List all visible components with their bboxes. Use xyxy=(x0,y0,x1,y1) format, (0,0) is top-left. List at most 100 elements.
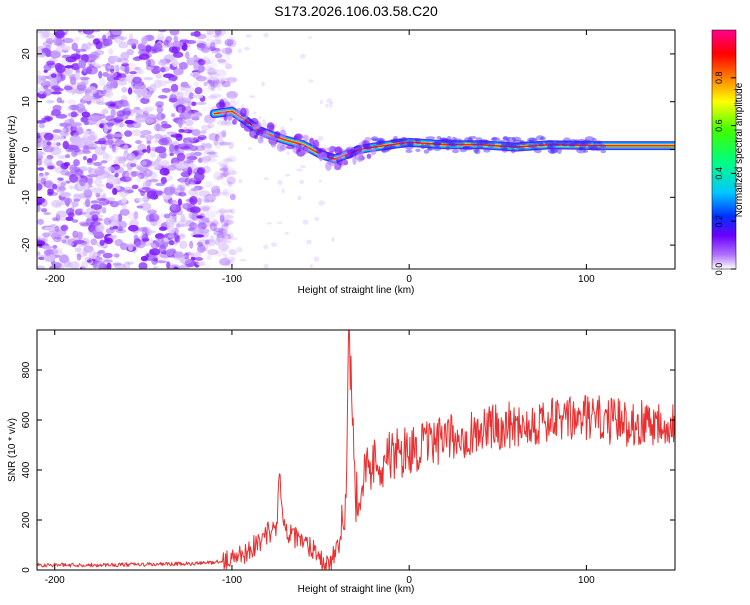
noise-speck xyxy=(143,77,154,81)
noise-speck xyxy=(178,61,188,70)
track-envelope xyxy=(526,139,535,144)
track-blob xyxy=(285,144,295,150)
noise-speck xyxy=(149,248,161,256)
noise-speck xyxy=(203,263,211,269)
noise-speck xyxy=(88,250,98,260)
track-envelope xyxy=(535,135,544,141)
noise-speck xyxy=(158,94,168,99)
noise-speck xyxy=(37,151,46,157)
track-envelope xyxy=(584,136,595,142)
spectrogram-xlabel: Height of straight line (km) xyxy=(298,285,415,296)
noise-speck xyxy=(67,144,79,151)
track-blob xyxy=(244,117,252,125)
noise-speck xyxy=(197,64,205,73)
noise-speck xyxy=(86,160,95,165)
noise-speck xyxy=(37,201,43,206)
track-envelope xyxy=(370,136,379,141)
noise-speck xyxy=(121,197,128,204)
noise-speck xyxy=(286,151,290,156)
noise-speck xyxy=(220,227,225,236)
noise-speck xyxy=(107,166,115,172)
noise-speck xyxy=(103,259,113,263)
noise-speck xyxy=(177,106,183,115)
noise-speck xyxy=(116,110,126,117)
noise-speck xyxy=(37,167,45,171)
noise-speck xyxy=(210,82,216,92)
noise-speck xyxy=(76,84,87,91)
noise-speck xyxy=(266,222,273,225)
track-blob xyxy=(335,157,344,166)
track-envelope xyxy=(372,138,377,142)
noise-speck xyxy=(205,239,216,247)
noise-speck xyxy=(106,64,119,70)
noise-speck xyxy=(210,185,221,194)
noise-speck xyxy=(188,222,198,229)
track-envelope xyxy=(425,136,436,140)
noise-speck xyxy=(189,240,194,249)
noise-speck xyxy=(126,152,136,161)
noise-speck xyxy=(206,220,213,228)
noise-speck xyxy=(67,211,75,218)
track-envelope xyxy=(473,147,479,154)
noise-speck xyxy=(205,205,217,210)
noise-speck xyxy=(216,237,226,245)
track-envelope xyxy=(380,148,390,153)
noise-speck xyxy=(135,197,145,202)
noise-speck xyxy=(94,146,106,156)
track-envelope xyxy=(376,140,383,146)
noise-speck xyxy=(59,131,70,137)
noise-speck xyxy=(194,145,206,152)
noise-speck xyxy=(89,210,100,217)
noise-speck xyxy=(123,151,129,159)
noise-speck xyxy=(206,79,212,85)
noise-speck xyxy=(263,263,269,269)
noise-speck xyxy=(153,42,163,51)
noise-speck xyxy=(194,71,200,75)
noise-speck xyxy=(214,47,221,52)
noise-speck xyxy=(155,73,163,79)
noise-speck xyxy=(193,81,200,87)
spectrogram-ytick-label: 0 xyxy=(21,146,32,152)
noise-speck xyxy=(124,130,133,137)
noise-speck xyxy=(184,91,191,97)
noise-speck xyxy=(281,188,285,194)
noise-speck xyxy=(178,240,188,249)
noise-speck xyxy=(296,168,303,172)
noise-speck xyxy=(98,70,103,79)
noise-speck xyxy=(183,97,192,104)
noise-speck xyxy=(216,86,223,92)
noise-speck xyxy=(214,141,222,149)
track-blob xyxy=(266,122,275,132)
noise-speck xyxy=(168,240,175,246)
noise-speck xyxy=(112,133,124,138)
track-envelope xyxy=(433,147,442,151)
noise-speck xyxy=(173,266,179,269)
noise-speck xyxy=(157,221,163,229)
noise-speck xyxy=(188,126,194,130)
track-envelope xyxy=(555,141,561,147)
noise-speck xyxy=(208,221,220,227)
track-envelope xyxy=(452,149,460,154)
noise-speck xyxy=(219,163,228,167)
track-envelope xyxy=(572,141,583,145)
noise-speck xyxy=(220,240,232,244)
noise-speck xyxy=(197,197,202,206)
track-envelope xyxy=(506,136,517,143)
track-envelope xyxy=(549,149,555,154)
noise-speck xyxy=(156,112,165,121)
track-envelope xyxy=(588,145,599,151)
noise-speck xyxy=(99,239,105,246)
noise-speck xyxy=(209,93,222,98)
noise-speck xyxy=(183,137,194,146)
noise-speck xyxy=(106,175,119,185)
noise-speck xyxy=(212,79,223,84)
track-envelope xyxy=(478,139,489,145)
noise-speck xyxy=(166,249,174,257)
spectrogram-ytick-label: 20 xyxy=(21,48,32,60)
noise-speck xyxy=(176,184,186,193)
noise-speck xyxy=(124,103,131,111)
track-envelope xyxy=(527,137,537,142)
noise-speck xyxy=(106,81,114,89)
noise-speck xyxy=(220,165,229,173)
track-envelope xyxy=(445,140,455,146)
